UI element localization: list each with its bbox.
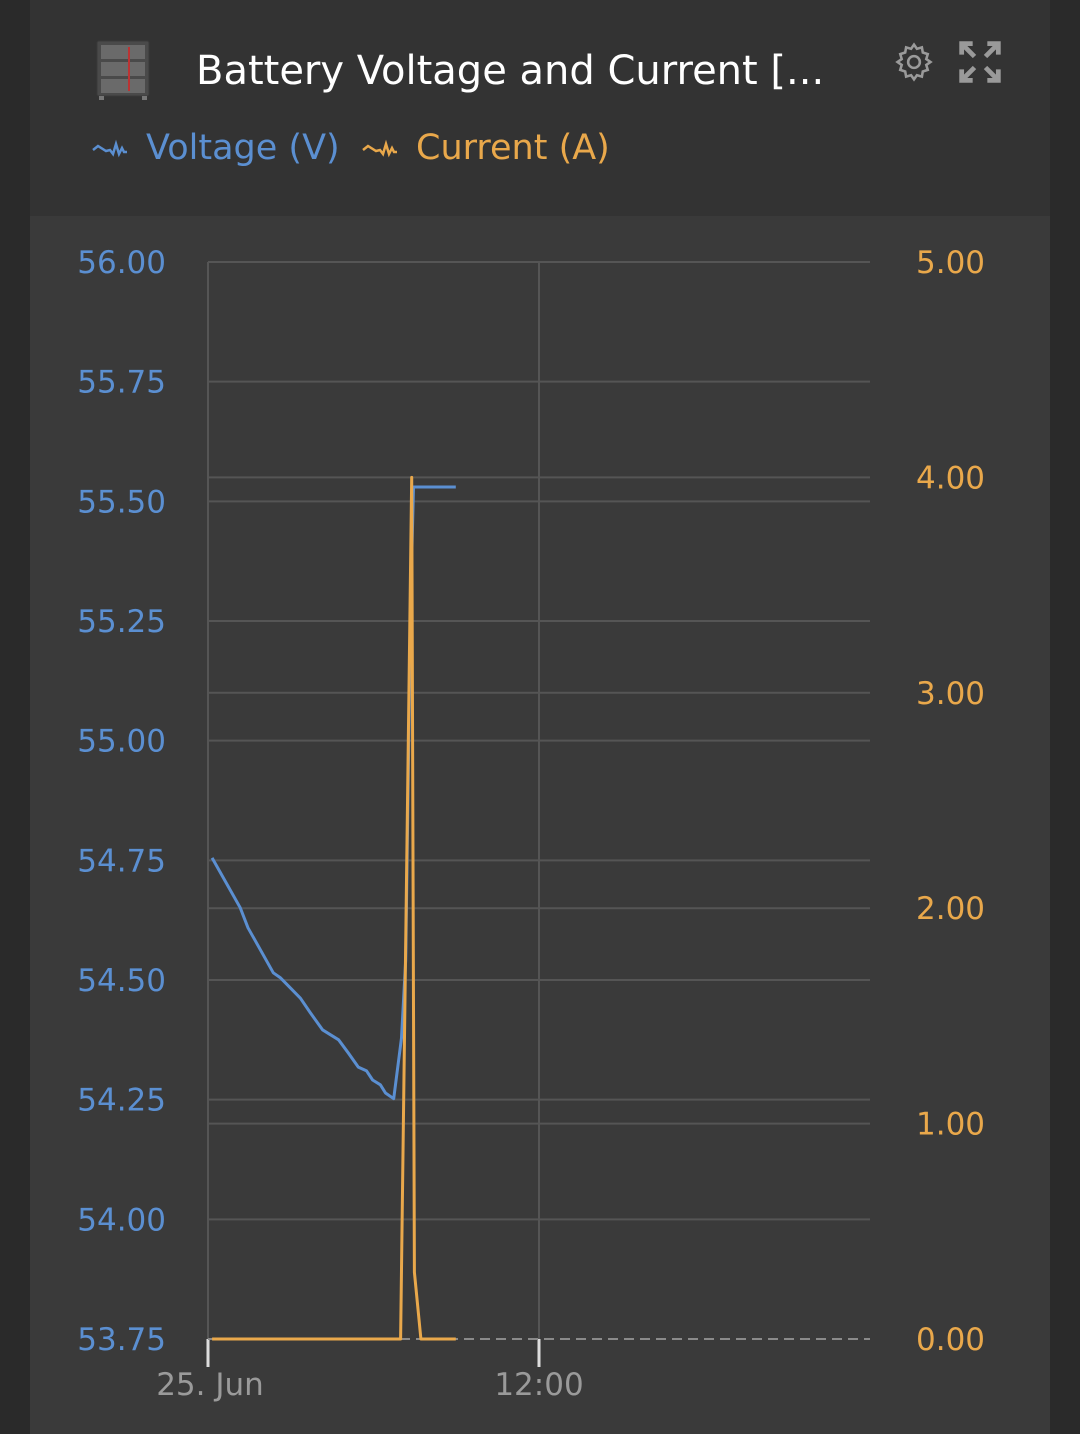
- series-line-icon: [362, 139, 397, 158]
- series-line-current: [212, 475, 456, 1341]
- series-line-voltage: [210, 485, 456, 1101]
- y-left-tick-label: 55.00: [77, 724, 166, 760]
- y-right-tick-label: 2.00: [916, 891, 985, 927]
- series-line-icon: [92, 139, 127, 158]
- y-left-tick-label: 54.25: [77, 1083, 166, 1119]
- legend-item-current[interactable]: Current (A): [362, 128, 610, 168]
- y-left-tick-label: 54.00: [77, 1202, 166, 1238]
- y-left-tick-label: 56.00: [77, 245, 166, 281]
- legend-label: Current (A): [416, 128, 610, 168]
- expand-icon[interactable]: [958, 40, 1002, 84]
- y-right-tick-label: 4.00: [916, 460, 985, 496]
- y-left-tick-label: 54.75: [77, 843, 166, 879]
- y-right-tick-label: 5.00: [916, 245, 985, 281]
- battery-rack-icon: [96, 40, 150, 100]
- chart-title: Battery Voltage and Current [...: [196, 48, 825, 94]
- y-right-tick-label: 3.00: [916, 676, 985, 712]
- y-right-tick-label: 0.00: [916, 1322, 985, 1358]
- panel-header: Battery Voltage and Current [... Voltage…: [30, 0, 1050, 216]
- y-left-tick-label: 55.25: [77, 604, 166, 640]
- y-right-tick-label: 1.00: [916, 1107, 985, 1143]
- y-left-tick-label: 55.50: [77, 484, 166, 520]
- x-tick-label: 12:00: [494, 1367, 583, 1403]
- legend-item-voltage[interactable]: Voltage (V): [92, 128, 340, 168]
- legend-label: Voltage (V): [146, 128, 340, 168]
- y-left-tick-label: 54.50: [77, 963, 166, 999]
- y-left-tick-label: 53.75: [77, 1322, 166, 1358]
- gear-icon[interactable]: [892, 40, 936, 84]
- y-left-tick-label: 55.75: [77, 365, 166, 401]
- x-tick-label: 25. Jun: [156, 1367, 264, 1403]
